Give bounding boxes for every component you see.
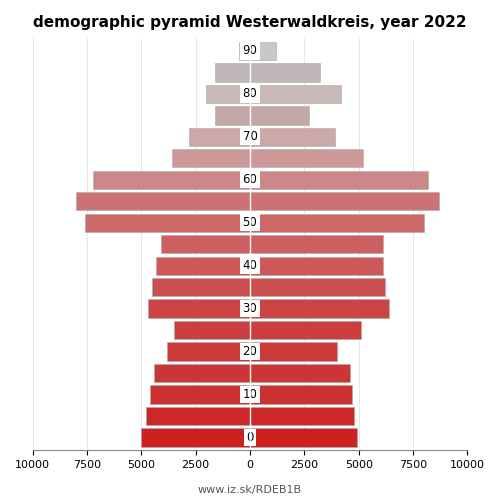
Text: Male: Male xyxy=(0,499,1,500)
Bar xyxy=(168,342,250,360)
Bar xyxy=(250,128,335,146)
Bar xyxy=(250,42,276,60)
Title: demographic pyramid Westerwaldkreis, year 2022: demographic pyramid Westerwaldkreis, yea… xyxy=(33,15,467,30)
Bar xyxy=(239,42,250,60)
Bar xyxy=(148,300,250,318)
Bar xyxy=(94,170,250,189)
Bar xyxy=(250,428,356,446)
Text: Female: Female xyxy=(0,499,1,500)
Bar xyxy=(76,192,250,210)
Text: 40: 40 xyxy=(242,259,258,272)
Bar xyxy=(146,407,250,425)
Bar xyxy=(250,64,320,82)
Text: 90: 90 xyxy=(242,44,258,58)
Bar xyxy=(174,321,250,339)
Bar xyxy=(250,149,363,168)
Bar xyxy=(250,192,439,210)
Bar xyxy=(250,170,428,189)
Bar xyxy=(156,256,250,275)
Text: 80: 80 xyxy=(242,88,258,101)
Bar xyxy=(250,342,337,360)
Bar xyxy=(250,364,350,382)
Text: 30: 30 xyxy=(242,302,258,315)
Bar xyxy=(250,214,424,232)
Bar xyxy=(172,149,250,168)
Text: 20: 20 xyxy=(242,345,258,358)
Bar xyxy=(215,64,250,82)
Text: www.iz.sk/RDEB1B: www.iz.sk/RDEB1B xyxy=(198,485,302,495)
Text: 60: 60 xyxy=(242,174,258,186)
Text: 0: 0 xyxy=(246,431,254,444)
Bar xyxy=(150,386,250,404)
Bar xyxy=(250,407,354,425)
Bar xyxy=(250,106,308,124)
Bar xyxy=(250,278,385,296)
Bar xyxy=(206,85,250,103)
Text: 50: 50 xyxy=(242,216,258,229)
Bar xyxy=(189,128,250,146)
Bar xyxy=(250,85,342,103)
Text: 10: 10 xyxy=(242,388,258,401)
Bar xyxy=(215,106,250,124)
Bar xyxy=(142,428,250,446)
Bar xyxy=(250,300,389,318)
Text: Age: Age xyxy=(0,499,1,500)
Bar xyxy=(161,235,250,254)
Bar xyxy=(154,364,250,382)
Bar xyxy=(152,278,250,296)
Bar xyxy=(84,214,250,232)
Bar xyxy=(250,386,352,404)
Bar xyxy=(250,235,382,254)
Bar xyxy=(250,321,361,339)
Text: 70: 70 xyxy=(242,130,258,143)
Bar xyxy=(250,256,382,275)
